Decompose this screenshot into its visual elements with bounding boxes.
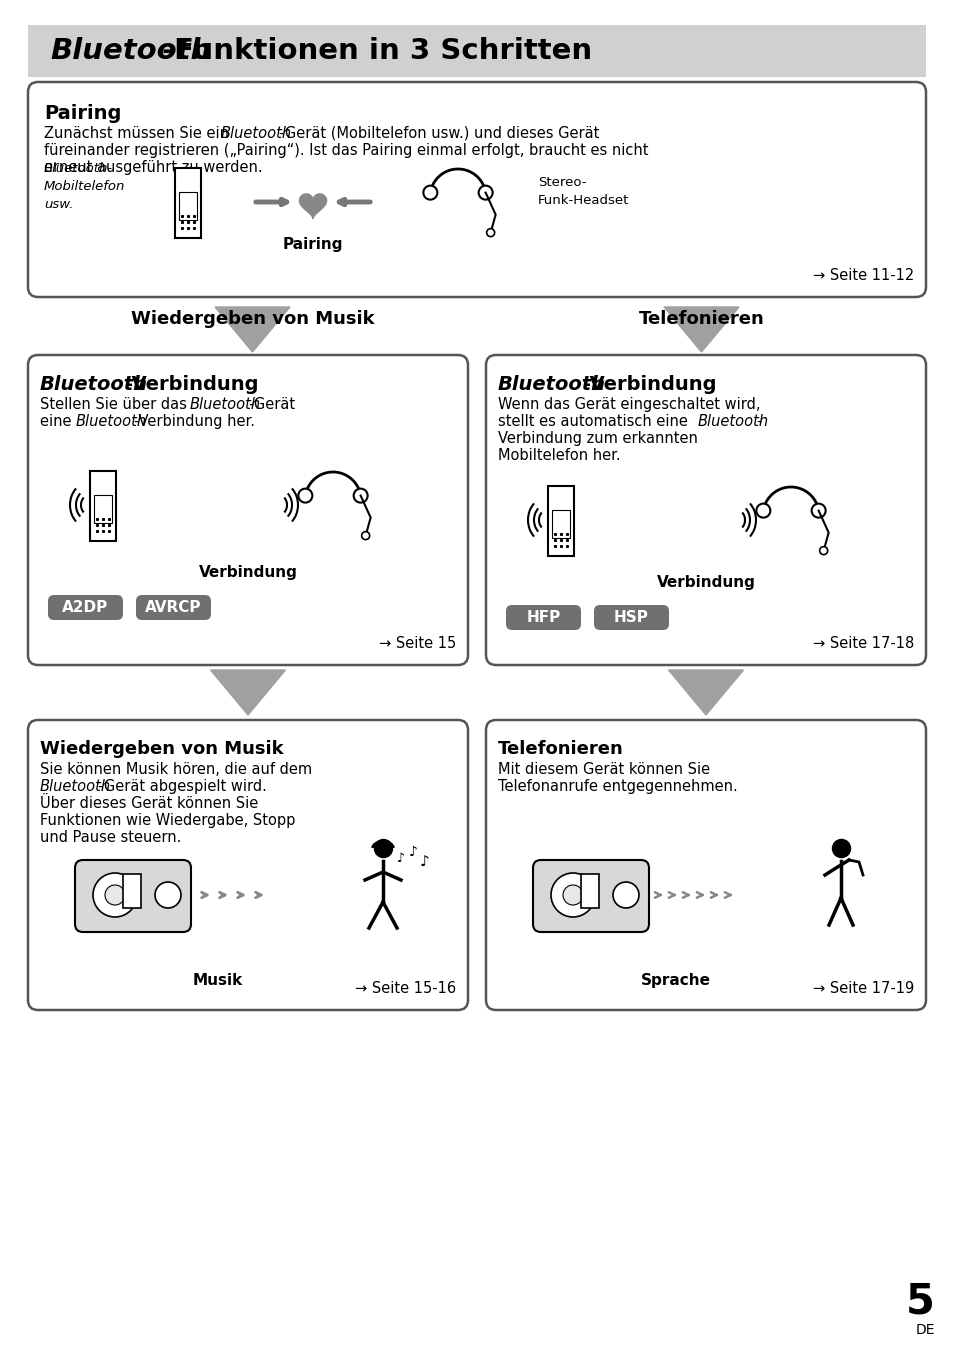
Text: -Verbindung her.: -Verbindung her. bbox=[133, 414, 254, 429]
Text: Wenn das Gerät eingeschaltet wird,: Wenn das Gerät eingeschaltet wird, bbox=[497, 397, 760, 412]
Text: Bluetooth: Bluetooth bbox=[221, 126, 292, 141]
Bar bbox=[552, 510, 569, 538]
Text: Telefonanrufe entgegennehmen.: Telefonanrufe entgegennehmen. bbox=[497, 779, 737, 794]
Text: Telefonieren: Telefonieren bbox=[497, 740, 623, 759]
Bar bbox=[94, 495, 112, 523]
FancyBboxPatch shape bbox=[136, 594, 211, 620]
Text: HSP: HSP bbox=[614, 611, 648, 625]
FancyBboxPatch shape bbox=[533, 859, 648, 932]
Bar bbox=[580, 874, 598, 908]
Text: AVRCP: AVRCP bbox=[145, 600, 201, 615]
Text: Pairing: Pairing bbox=[44, 104, 121, 122]
Circle shape bbox=[811, 503, 824, 518]
Bar bbox=[123, 874, 141, 908]
Text: füreinander registrieren („Pairing“). Ist das Pairing einmal erfolgt, braucht es: füreinander registrieren („Pairing“). Is… bbox=[44, 143, 648, 157]
Text: DE: DE bbox=[915, 1323, 934, 1337]
Text: → Seite 15: → Seite 15 bbox=[378, 636, 456, 651]
Bar bbox=[174, 168, 201, 238]
Polygon shape bbox=[668, 670, 742, 716]
Polygon shape bbox=[663, 307, 739, 352]
Text: -Gerät: -Gerät bbox=[248, 397, 294, 412]
Circle shape bbox=[298, 488, 312, 503]
Text: HFP: HFP bbox=[526, 611, 560, 625]
Text: Bluetooth-
Mobiltelefon
usw.: Bluetooth- Mobiltelefon usw. bbox=[44, 163, 125, 211]
Text: A2DP: A2DP bbox=[62, 600, 109, 615]
Text: -Verbindung: -Verbindung bbox=[582, 375, 716, 394]
Circle shape bbox=[819, 546, 827, 554]
Text: Mobiltelefon her.: Mobiltelefon her. bbox=[497, 448, 620, 463]
Text: erneut ausgeführt zu werden.: erneut ausgeführt zu werden. bbox=[44, 160, 262, 175]
Text: ♪: ♪ bbox=[419, 854, 430, 869]
Circle shape bbox=[354, 488, 367, 503]
Text: -Funktionen in 3 Schritten: -Funktionen in 3 Schritten bbox=[162, 38, 592, 65]
FancyBboxPatch shape bbox=[28, 355, 468, 664]
Text: eine: eine bbox=[40, 414, 76, 429]
Bar bbox=[179, 192, 196, 221]
Text: ♪: ♪ bbox=[396, 851, 405, 865]
FancyBboxPatch shape bbox=[485, 355, 925, 664]
Circle shape bbox=[478, 186, 492, 199]
Bar bbox=[547, 486, 574, 555]
Text: Telefonieren: Telefonieren bbox=[638, 309, 763, 328]
Text: Wiedergeben von Musik: Wiedergeben von Musik bbox=[40, 740, 283, 759]
Circle shape bbox=[361, 531, 369, 539]
Text: Über dieses Gerät können Sie: Über dieses Gerät können Sie bbox=[40, 796, 258, 811]
FancyBboxPatch shape bbox=[505, 605, 580, 629]
Text: Wiedergeben von Musik: Wiedergeben von Musik bbox=[131, 309, 374, 328]
Text: Mit diesem Gerät können Sie: Mit diesem Gerät können Sie bbox=[497, 763, 709, 777]
Bar bbox=[90, 471, 116, 541]
Text: Bluetooth: Bluetooth bbox=[698, 414, 768, 429]
Text: Sprache: Sprache bbox=[640, 972, 710, 989]
Text: und Pause steuern.: und Pause steuern. bbox=[40, 830, 181, 845]
Text: → Seite 17-19: → Seite 17-19 bbox=[812, 981, 913, 997]
Circle shape bbox=[154, 882, 181, 908]
FancyBboxPatch shape bbox=[594, 605, 668, 629]
Text: → Seite 15-16: → Seite 15-16 bbox=[355, 981, 456, 997]
FancyBboxPatch shape bbox=[75, 859, 191, 932]
Circle shape bbox=[423, 186, 436, 199]
Text: → Seite 17-18: → Seite 17-18 bbox=[812, 636, 913, 651]
Text: Verbindung zum erkannten: Verbindung zum erkannten bbox=[497, 430, 698, 447]
Text: Musik: Musik bbox=[193, 972, 243, 989]
Text: stellt es automatisch eine: stellt es automatisch eine bbox=[497, 414, 692, 429]
Circle shape bbox=[613, 882, 639, 908]
Text: -: - bbox=[755, 414, 760, 429]
Circle shape bbox=[92, 873, 137, 917]
FancyBboxPatch shape bbox=[48, 594, 123, 620]
Text: Verbindung: Verbindung bbox=[198, 565, 297, 580]
Polygon shape bbox=[299, 194, 326, 218]
FancyBboxPatch shape bbox=[28, 720, 468, 1010]
Text: Bluetooth: Bluetooth bbox=[50, 38, 211, 65]
Circle shape bbox=[105, 885, 125, 905]
Text: Bluetooth: Bluetooth bbox=[497, 375, 605, 394]
Text: Funktionen wie Wiedergabe, Stopp: Funktionen wie Wiedergabe, Stopp bbox=[40, 812, 295, 829]
Text: Verbindung: Verbindung bbox=[656, 576, 755, 590]
Text: Zunächst müssen Sie ein: Zunächst müssen Sie ein bbox=[44, 126, 233, 141]
Text: -Verbindung: -Verbindung bbox=[125, 375, 258, 394]
Text: Sie können Musik hören, die auf dem: Sie können Musik hören, die auf dem bbox=[40, 763, 312, 777]
Circle shape bbox=[756, 503, 769, 518]
Text: -Gerät (Mobiltelefon usw.) und dieses Gerät: -Gerät (Mobiltelefon usw.) und dieses Ge… bbox=[278, 126, 598, 141]
Text: -Gerät abgespielt wird.: -Gerät abgespielt wird. bbox=[98, 779, 267, 794]
Text: Pairing: Pairing bbox=[282, 237, 343, 252]
Polygon shape bbox=[214, 307, 290, 352]
Text: 5: 5 bbox=[905, 1280, 934, 1323]
Text: Bluetooth: Bluetooth bbox=[40, 779, 111, 794]
Text: → Seite 11-12: → Seite 11-12 bbox=[812, 268, 913, 282]
FancyBboxPatch shape bbox=[485, 720, 925, 1010]
Text: ♪: ♪ bbox=[408, 845, 417, 859]
Text: Bluetooth: Bluetooth bbox=[40, 375, 148, 394]
Circle shape bbox=[486, 229, 495, 237]
Text: Bluetooth: Bluetooth bbox=[76, 414, 147, 429]
Text: Stellen Sie über das: Stellen Sie über das bbox=[40, 397, 192, 412]
FancyBboxPatch shape bbox=[28, 82, 925, 297]
Text: Bluetooth: Bluetooth bbox=[190, 397, 261, 412]
Bar bbox=[28, 26, 925, 77]
Text: Stereo-
Funk-Headset: Stereo- Funk-Headset bbox=[537, 176, 629, 207]
Circle shape bbox=[562, 885, 582, 905]
Polygon shape bbox=[211, 670, 285, 716]
Circle shape bbox=[551, 873, 595, 917]
